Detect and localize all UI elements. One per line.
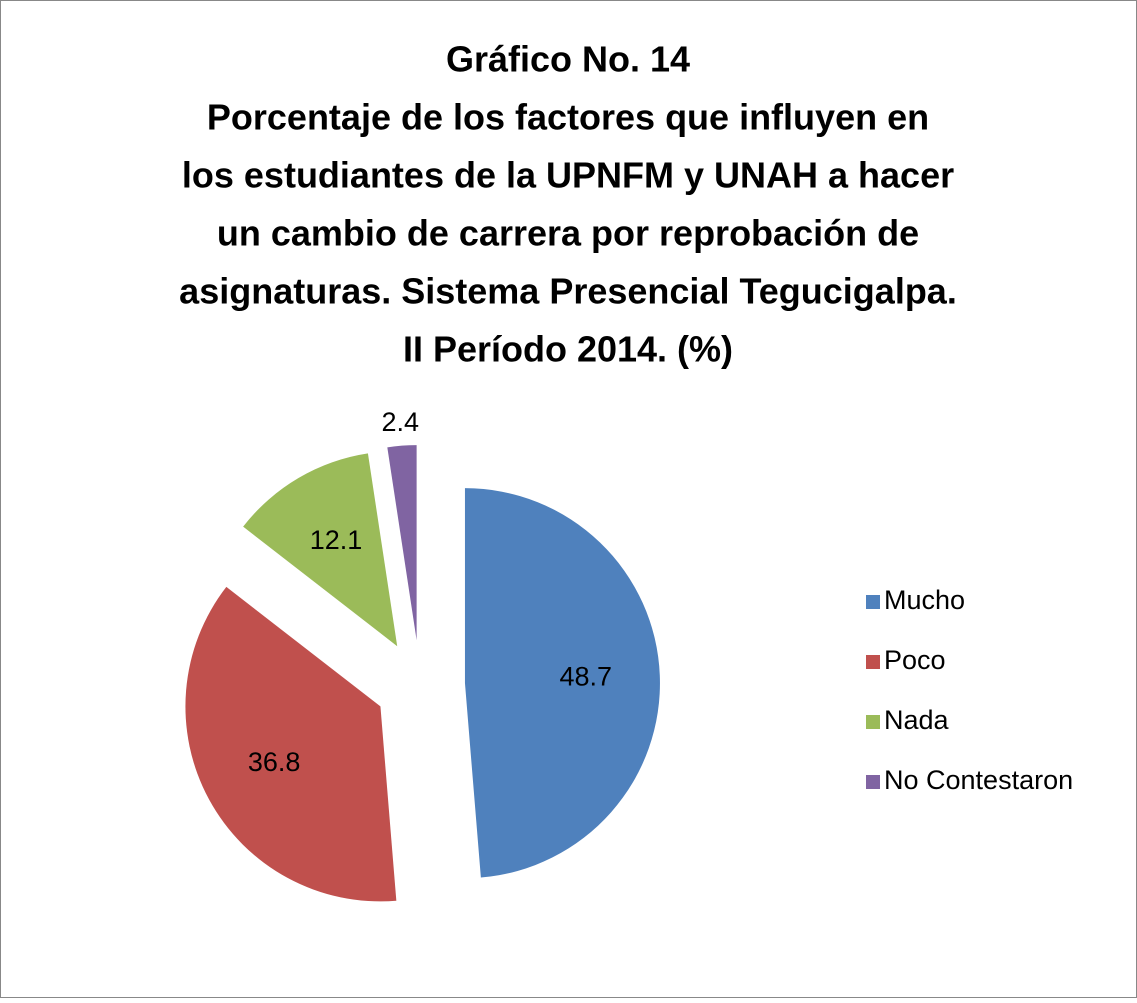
data-label: 2.4	[381, 407, 419, 437]
legend-label: Mucho	[884, 585, 965, 615]
chart-title: un cambio de carrera por reprobación de	[217, 213, 919, 254]
chart-title: II Período 2014. (%)	[403, 329, 733, 370]
data-label: 12.1	[310, 525, 363, 555]
legend-label: Poco	[884, 645, 946, 675]
data-label: 48.7	[559, 661, 612, 691]
pie-slice	[387, 445, 417, 641]
pie-slice	[243, 453, 398, 647]
pie-slice	[185, 586, 397, 902]
legend-swatch	[866, 595, 880, 609]
legend-swatch	[866, 775, 880, 789]
chart-title: Gráfico No. 14	[446, 39, 690, 80]
legend-label: No Contestaron	[884, 765, 1073, 795]
legend-swatch	[866, 655, 880, 669]
chart-title: asignaturas. Sistema Presencial Teguciga…	[179, 271, 957, 312]
legend-label: Nada	[884, 705, 950, 735]
pie-slice	[464, 488, 660, 878]
legend-swatch	[866, 715, 880, 729]
chart-title: Porcentaje de los factores que influyen …	[207, 97, 929, 138]
chart-title: los estudiantes de la UPNFM y UNAH a hac…	[182, 155, 954, 196]
data-label: 36.8	[248, 747, 301, 777]
